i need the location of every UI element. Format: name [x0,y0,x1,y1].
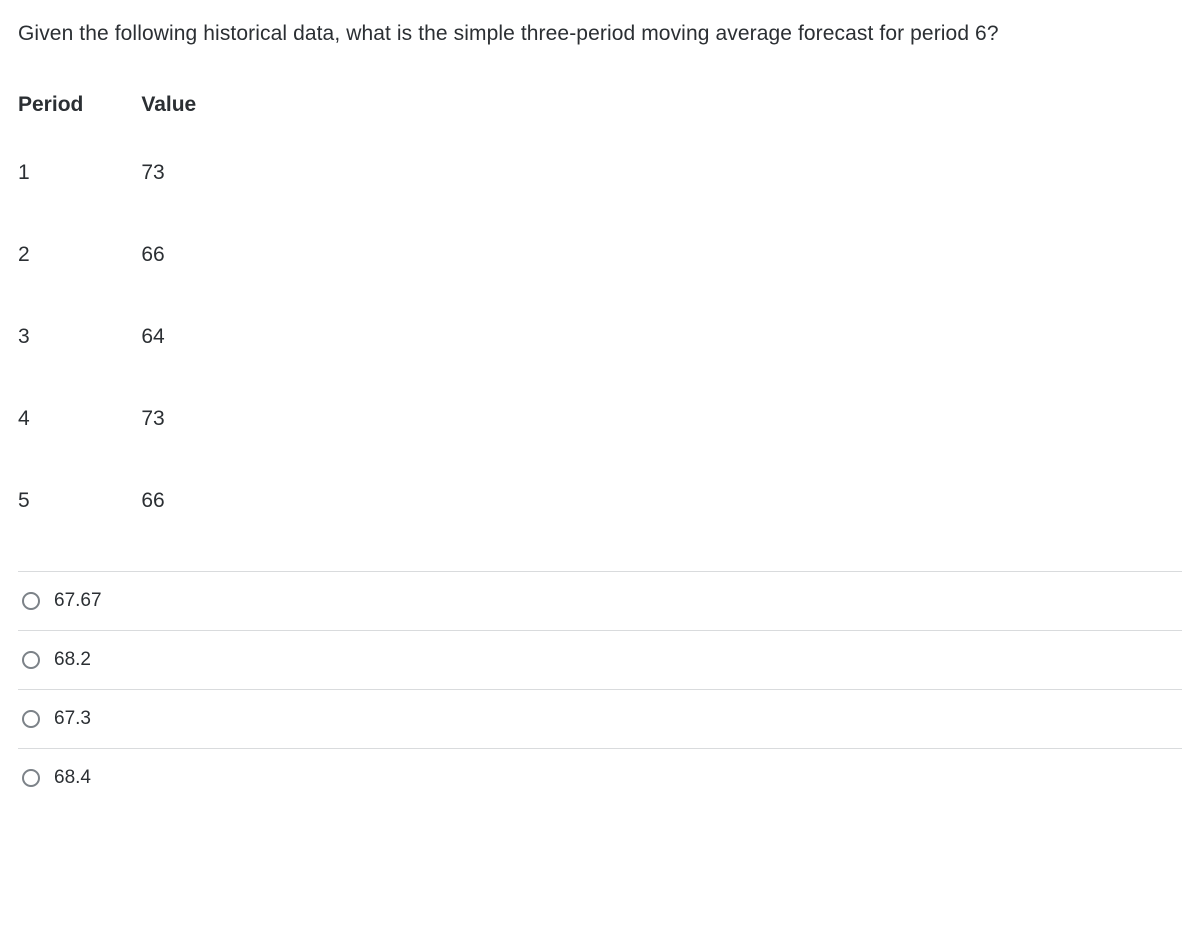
option-row[interactable]: 68.2 [18,631,1182,690]
table-cell-value: 66 [141,243,254,325]
radio-icon[interactable] [22,710,40,728]
table-cell-value: 64 [141,325,254,407]
option-label: 68.2 [54,649,91,671]
table-row: 5 66 [18,489,254,513]
table-header-value: Value [141,93,254,161]
table-cell-period: 5 [18,489,141,513]
table-cell-period: 2 [18,243,141,325]
radio-icon[interactable] [22,769,40,787]
table-row: 3 64 [18,325,254,407]
table-header-period: Period [18,93,141,161]
option-row[interactable]: 68.4 [18,749,1182,795]
table-cell-period: 3 [18,325,141,407]
option-label: 67.67 [54,590,102,612]
table-row: 4 73 [18,407,254,489]
table-cell-period: 4 [18,407,141,489]
table-row: 2 66 [18,243,254,325]
radio-icon[interactable] [22,592,40,610]
table-row: 1 73 [18,161,254,243]
answer-options: 67.67 68.2 67.3 68.4 [18,571,1182,795]
table-cell-period: 1 [18,161,141,243]
option-row[interactable]: 67.67 [18,572,1182,631]
question-text: Given the following historical data, wha… [18,18,1182,51]
option-label: 68.4 [54,767,91,789]
table-cell-value: 73 [141,407,254,489]
table-cell-value: 73 [141,161,254,243]
table-header-row: Period Value [18,93,254,161]
radio-icon[interactable] [22,651,40,669]
table-cell-value: 66 [141,489,254,513]
data-table: Period Value 1 73 2 66 3 64 4 73 5 66 [18,93,254,513]
option-label: 67.3 [54,708,91,730]
option-row[interactable]: 67.3 [18,690,1182,749]
